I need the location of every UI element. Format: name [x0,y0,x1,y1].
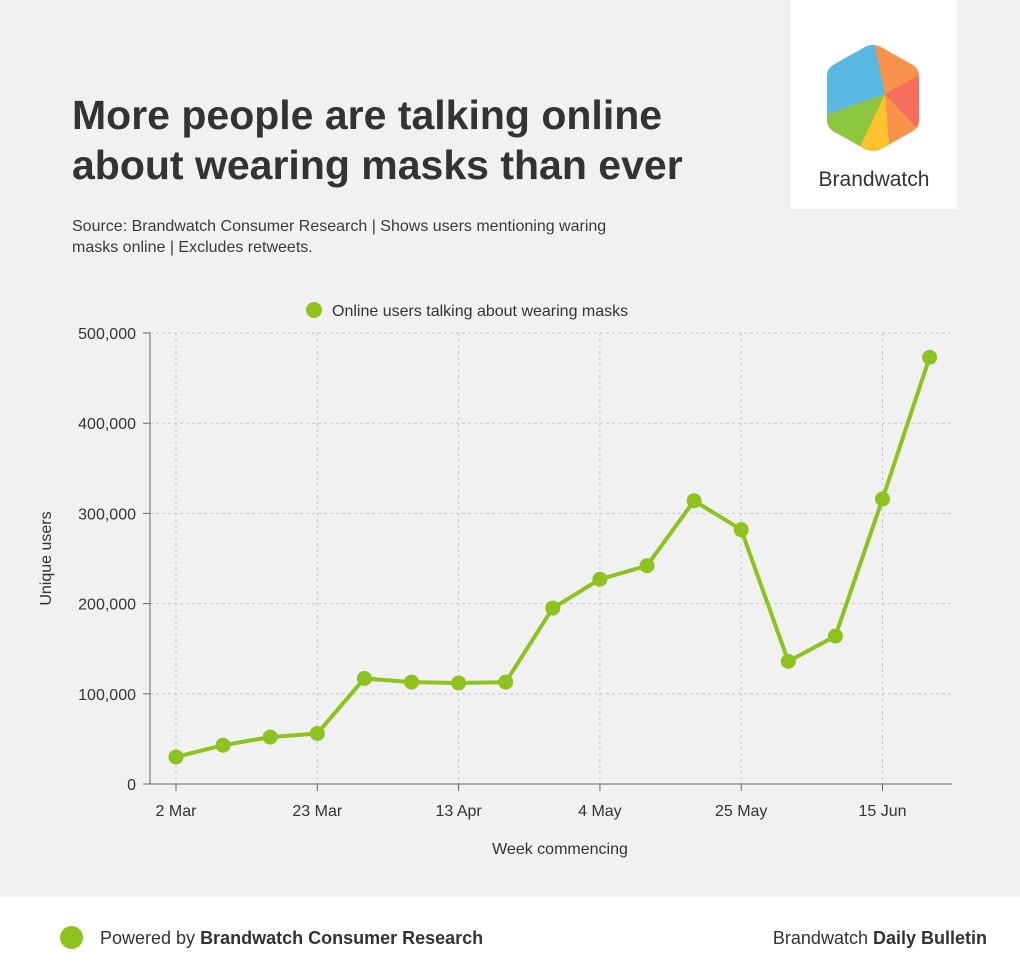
y-tick-label: 400,000 [78,416,136,433]
legend-label: Online users talking about wearing masks [332,303,628,320]
chart-grid [150,332,952,784]
data-point [733,522,749,538]
data-point [451,675,467,691]
data-point [498,674,514,690]
data-point [592,571,608,587]
data-point [827,628,843,644]
chart-plot [168,349,938,765]
brand-logo-panel: Brandwatch [791,0,957,209]
data-point [545,600,561,616]
data-point [922,349,938,365]
powered-by-prefix: Powered by [100,928,201,948]
x-tick-label: 4 May [578,803,622,820]
data-point [780,653,796,669]
x-axis-title: Week commencing [492,841,628,858]
data-point [404,674,419,690]
data-point [356,670,372,686]
data-point [215,737,231,753]
data-point [309,725,325,741]
chart-labels: 0 100,000 200,000 300,000 400,000 500,000 2 Ma… [38,326,907,858]
brand-logo-text: Brandwatch [818,168,930,191]
y-axis-title: Unique users [38,511,55,605]
series-line [174,355,932,759]
chart-axes [143,332,952,791]
data-point [639,558,655,574]
x-tick-label: 15 Jun [858,803,906,820]
data-point [168,749,184,765]
footer-bar: Powered by Brandwatch Consumer Research … [0,897,1020,979]
source-note: Source: Brandwatch Consumer Research | S… [72,218,607,256]
powered-by-text: Powered by Brandwatch Consumer Research [100,928,483,949]
data-point [686,493,702,509]
legend-marker [306,302,322,318]
y-tick-label: 300,000 [78,506,136,523]
y-tick-label: 100,000 [78,687,136,704]
daily-bulletin-text: Brandwatch Daily Bulletin [773,928,987,949]
line-chart: Online users talking about wearing masks… [38,302,952,858]
x-tick-label: 2 Mar [156,803,198,820]
data-point [875,491,890,507]
brandwatch-logo-icon [827,45,919,151]
powered-by-name: Brandwatch Consumer Research [200,928,484,948]
y-tick-label: 0 [127,777,136,794]
page-title: More people are talking online about wea… [72,92,683,188]
bulletin-prefix: Brandwatch [772,928,873,948]
green-dot-icon [60,926,83,949]
y-tick-label: 500,000 [78,326,136,343]
x-tick-label: 13 Apr [435,803,482,820]
data-point [262,729,278,745]
chart-legend: Online users talking about wearing masks [306,302,628,320]
bulletin-name: Daily Bulletin [872,928,987,948]
x-tick-label: 23 Mar [292,803,342,820]
x-tick-label: 25 May [715,803,767,820]
y-tick-label: 200,000 [78,597,136,614]
